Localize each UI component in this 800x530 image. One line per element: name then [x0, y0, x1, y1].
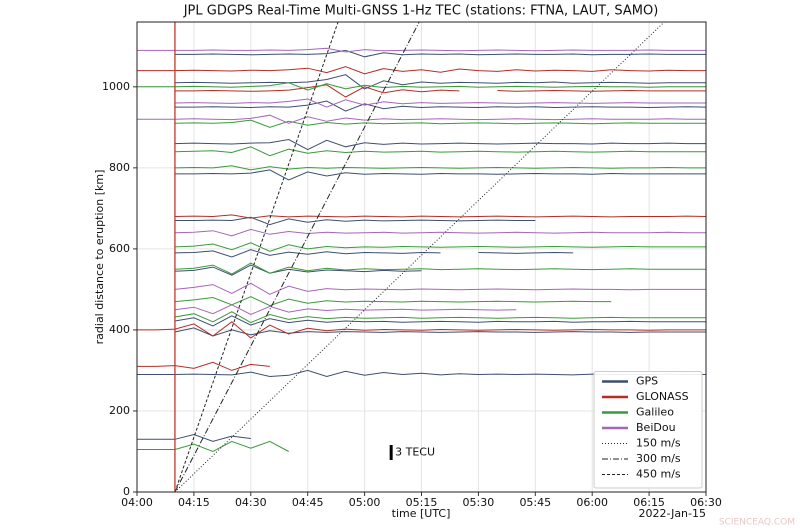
tec-trace	[137, 114, 706, 124]
tec-trace	[174, 228, 706, 237]
tec-trace	[174, 165, 706, 171]
tec-trace	[174, 119, 706, 128]
tec-trace	[174, 49, 706, 58]
tec-trace	[174, 262, 706, 275]
tec-trace	[137, 47, 706, 53]
watermark: SCIENCEAQ.COM	[719, 518, 795, 528]
tec-trace	[478, 251, 574, 254]
tec-trace	[174, 138, 706, 151]
tec-trace	[137, 433, 251, 442]
tec-trace	[497, 89, 706, 92]
x-tick-label: 04:45	[292, 496, 324, 509]
x-tick-label: 06:30	[690, 496, 722, 509]
tec-trace	[174, 100, 707, 112]
tec-trace	[174, 74, 706, 90]
legend-label: Galileo	[636, 406, 674, 419]
legend-label: 150 m/s	[636, 437, 681, 450]
legend-label: 300 m/s	[636, 452, 681, 465]
tec-trace	[174, 296, 612, 307]
date-label: 2022-Jan-15	[639, 507, 707, 520]
speed-line	[174, 21, 420, 493]
x-tick-label: 05:00	[349, 496, 381, 509]
chart-title: JPL GDGPS Real-Time Multi-GNSS 1-Hz TEC …	[183, 4, 659, 19]
legend-label: GLONASS	[636, 390, 689, 403]
y-tick-label: 1000	[102, 80, 130, 93]
speed-line	[174, 21, 339, 493]
tec-trace	[137, 321, 706, 339]
y-axis-label: radial distance to eruption [km]	[93, 170, 106, 345]
tec-trace	[174, 304, 517, 316]
y-tick-label: 0	[123, 485, 130, 498]
tec-trace	[137, 66, 706, 75]
x-tick-label: 05:15	[406, 496, 438, 509]
tec-trace	[137, 361, 270, 371]
x-tick-label: 05:45	[519, 496, 551, 509]
y-tick-label: 600	[109, 242, 130, 255]
tec-trace	[137, 440, 289, 453]
speed-line	[174, 21, 665, 493]
legend-label: 450 m/s	[636, 468, 681, 481]
plot-frame	[136, 21, 707, 493]
x-tick-label: 04:15	[178, 496, 210, 509]
tec-trace	[174, 98, 706, 108]
tec-trace	[174, 84, 460, 98]
tec-trace	[174, 146, 706, 157]
y-tick-label: 400	[109, 323, 130, 336]
tec-trace	[174, 242, 706, 252]
tec-trace	[174, 169, 706, 181]
legend: GPS GLONASS Galileo BeiDou 150 m/s 300 m/s 450…	[593, 371, 703, 489]
x-tick-label: 06:15	[633, 496, 665, 509]
tec-trace	[174, 264, 422, 276]
legend-label: GPS	[636, 375, 658, 388]
x-tick-label: 06:00	[576, 496, 608, 509]
x-axis-label: time [UTC]	[392, 507, 451, 520]
y-tick-label: 800	[109, 161, 130, 174]
x-tick-label: 04:00	[121, 496, 153, 509]
x-tick-label: 05:30	[463, 496, 495, 509]
x-tick-label: 04:30	[235, 496, 267, 509]
legend-label: BeiDou	[636, 421, 676, 434]
tec-trace	[174, 282, 706, 295]
tec-trace	[174, 327, 706, 337]
y-tick-label: 200	[109, 404, 130, 417]
tec-trace	[174, 214, 707, 219]
tec-trace	[174, 249, 441, 258]
scale-bar-label: 3 TECU	[395, 445, 435, 458]
tec-trace	[137, 82, 706, 91]
tec-trace	[174, 311, 706, 324]
tec-trace	[174, 216, 536, 226]
